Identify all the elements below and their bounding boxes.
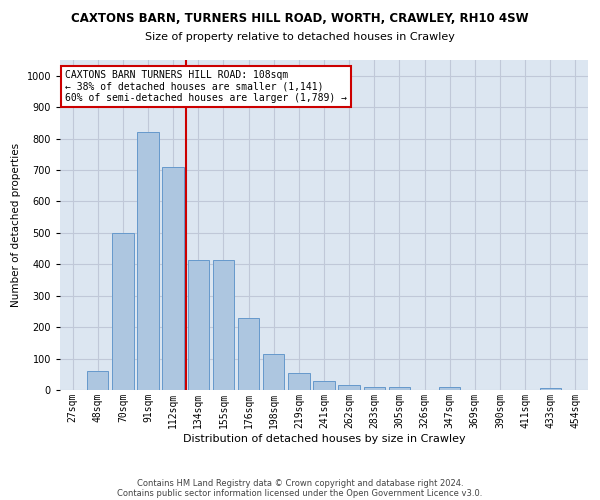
Text: CAXTONS BARN TURNERS HILL ROAD: 108sqm
← 38% of detached houses are smaller (1,1: CAXTONS BARN TURNERS HILL ROAD: 108sqm ←… — [65, 70, 347, 103]
Bar — [439, 387, 460, 390]
Bar — [389, 387, 410, 390]
X-axis label: Distribution of detached houses by size in Crawley: Distribution of detached houses by size … — [182, 434, 466, 444]
Y-axis label: Number of detached properties: Number of detached properties — [11, 143, 21, 307]
Text: Size of property relative to detached houses in Crawley: Size of property relative to detached ho… — [145, 32, 455, 42]
Bar — [238, 318, 259, 390]
Bar — [313, 380, 335, 390]
Bar — [213, 260, 234, 390]
Bar — [163, 167, 184, 390]
Bar — [87, 371, 109, 390]
Bar — [338, 386, 360, 390]
Text: Contains HM Land Registry data © Crown copyright and database right 2024.: Contains HM Land Registry data © Crown c… — [137, 478, 463, 488]
Bar — [137, 132, 158, 390]
Bar — [539, 388, 561, 390]
Bar — [288, 372, 310, 390]
Bar — [112, 233, 134, 390]
Bar — [364, 387, 385, 390]
Bar — [188, 260, 209, 390]
Text: CAXTONS BARN, TURNERS HILL ROAD, WORTH, CRAWLEY, RH10 4SW: CAXTONS BARN, TURNERS HILL ROAD, WORTH, … — [71, 12, 529, 26]
Text: Contains public sector information licensed under the Open Government Licence v3: Contains public sector information licen… — [118, 488, 482, 498]
Bar — [263, 354, 284, 390]
